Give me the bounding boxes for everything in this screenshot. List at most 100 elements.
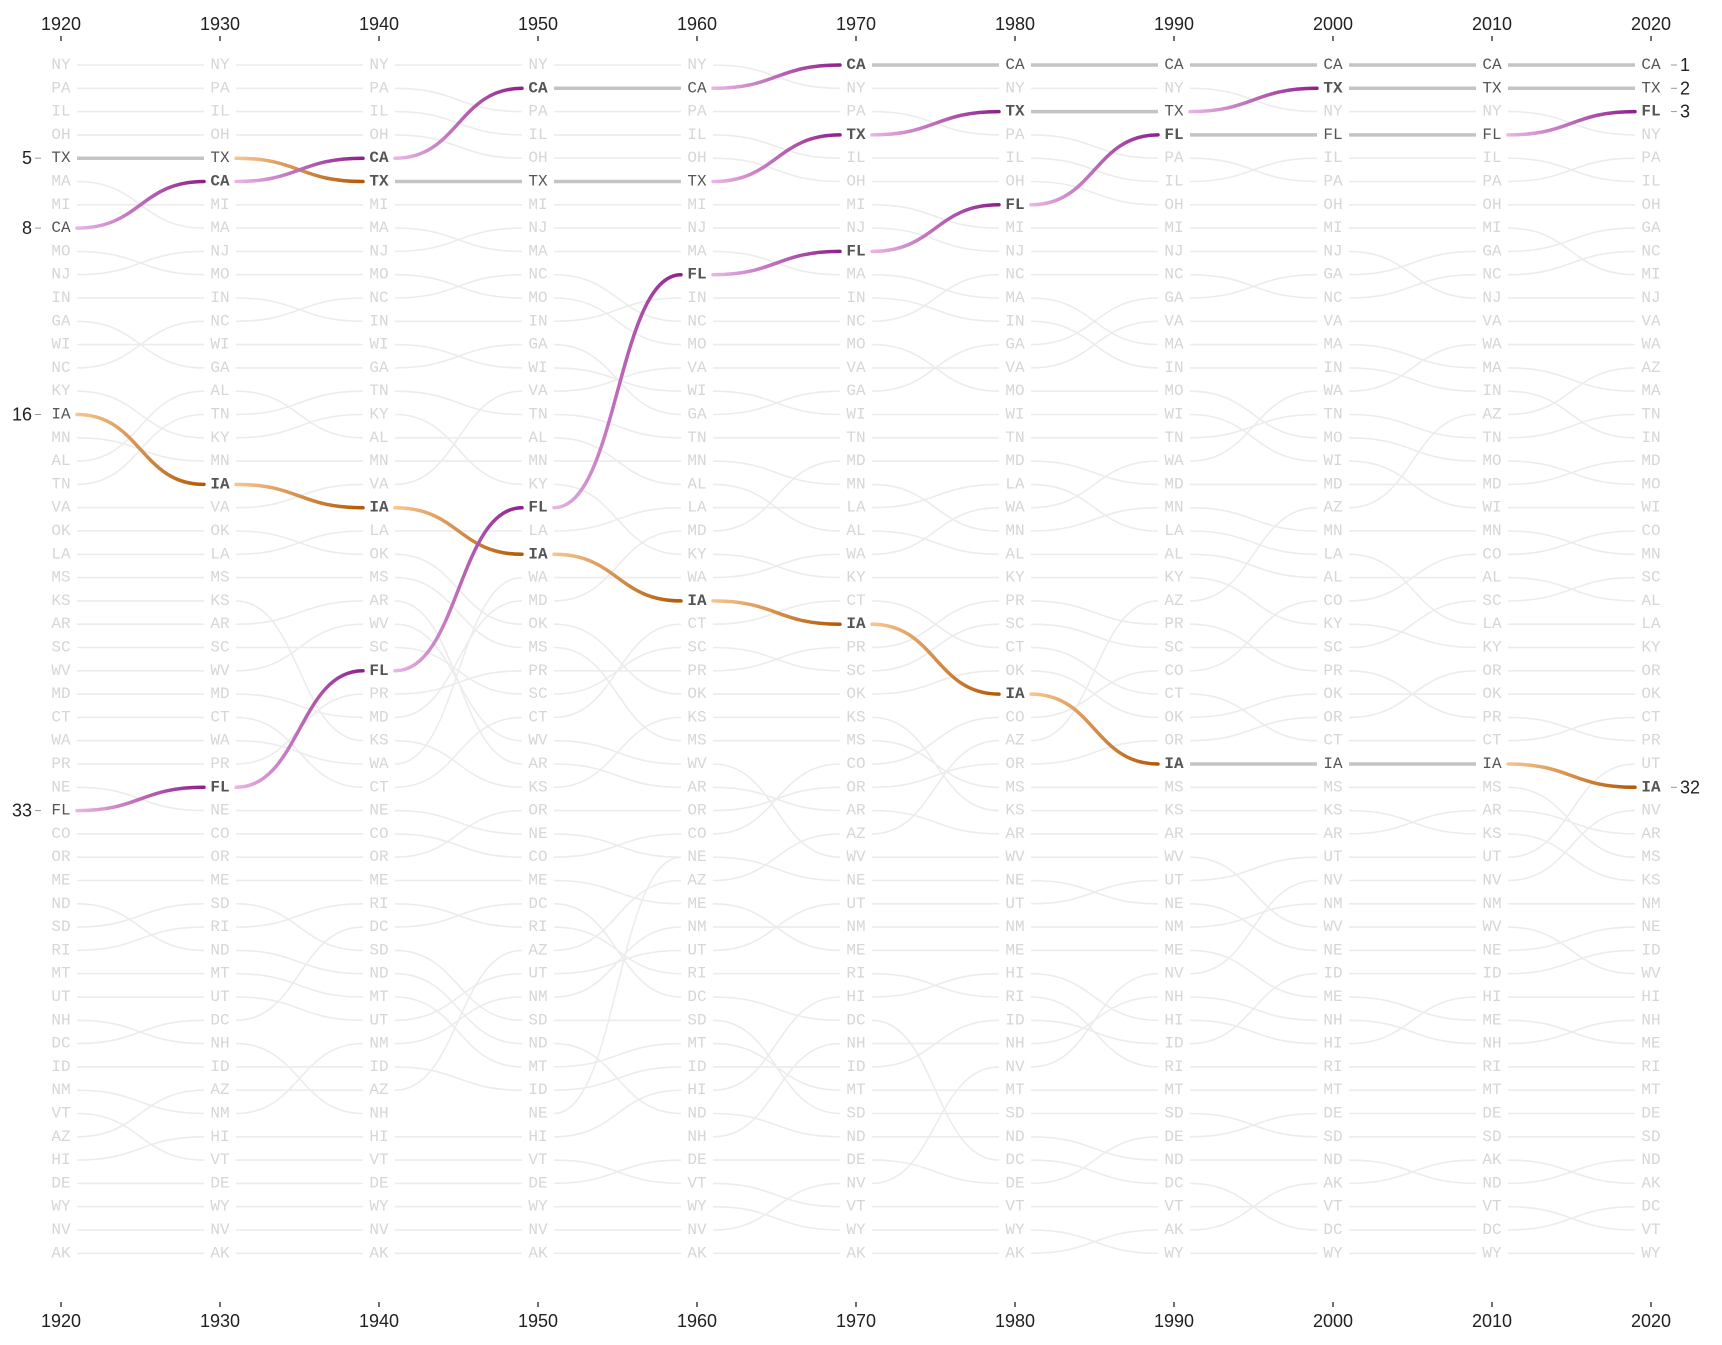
state-label-ny: NY xyxy=(846,79,866,97)
state-label-ga: GA xyxy=(1482,242,1502,260)
state-label-ne: NE xyxy=(51,778,70,796)
state-label-ms: MS xyxy=(1482,778,1501,796)
background-line xyxy=(1507,926,1636,952)
state-label-il: IL xyxy=(1164,173,1183,191)
background-line xyxy=(1189,1182,1318,1231)
state-label-ar: AR xyxy=(51,615,71,633)
background-line xyxy=(1348,250,1477,299)
background-line xyxy=(712,856,841,882)
state-label-ri: RI xyxy=(528,918,547,936)
state-label-co: CO xyxy=(1323,592,1342,610)
background-line xyxy=(1507,576,1636,602)
background-line xyxy=(871,506,1000,556)
background-line xyxy=(76,250,205,276)
state-label-id: ID xyxy=(51,1058,70,1076)
state-label-in: IN xyxy=(528,312,547,330)
state-label-ia: IA xyxy=(210,475,230,493)
state-label-id: ID xyxy=(1641,941,1660,959)
state-label-or: OR xyxy=(1323,708,1343,726)
state-label-nj: NJ xyxy=(1164,242,1183,260)
state-label-ak: AK xyxy=(210,1244,230,1262)
background-line xyxy=(235,996,364,1022)
state-label-or: OR xyxy=(1005,755,1025,773)
state-label-pr: PR xyxy=(1482,708,1502,726)
state-label-ut: UT xyxy=(369,1011,388,1029)
state-label-wi: WI xyxy=(369,336,388,354)
highlight-line-fl xyxy=(1506,109,1637,137)
state-label-ct: CT xyxy=(1482,732,1501,750)
state-label-ne: NE xyxy=(1323,941,1342,959)
state-label-oh: OH xyxy=(369,126,388,144)
state-label-wa: WA xyxy=(1323,382,1343,400)
state-label-nd: ND xyxy=(687,1105,706,1123)
background-line xyxy=(712,460,841,532)
state-label-ri: RI xyxy=(846,965,865,983)
year-label-top: 1980 xyxy=(995,14,1035,34)
state-label-nc: NC xyxy=(1323,289,1342,307)
state-label-or: OR xyxy=(687,802,707,820)
background-line xyxy=(871,1159,1000,1185)
state-label-az: AZ xyxy=(687,872,707,890)
state-label-mi: MI xyxy=(528,196,547,214)
state-label-nc: NC xyxy=(210,312,229,330)
state-label-fl: FL xyxy=(210,778,229,796)
background-line xyxy=(712,763,841,835)
background-line xyxy=(712,646,841,672)
background-line xyxy=(1030,1159,1159,1185)
state-label-nj: NJ xyxy=(1482,289,1501,307)
background-line xyxy=(712,763,841,858)
background-line xyxy=(553,297,682,323)
background-line xyxy=(1030,180,1159,206)
state-label-va: VA xyxy=(846,359,866,377)
state-label-wv: WV xyxy=(369,615,389,633)
state-label-dc: DC xyxy=(51,1035,70,1053)
state-label-mt: MT xyxy=(210,965,229,983)
background-line xyxy=(553,530,682,602)
state-label-al: AL xyxy=(1482,569,1501,587)
state-label-de: DE xyxy=(846,1151,865,1169)
state-label-ks: KS xyxy=(1323,802,1342,820)
state-label-ok: OK xyxy=(1323,685,1343,703)
state-label-nc: NC xyxy=(1482,266,1501,284)
state-label-vt: VT xyxy=(51,1105,70,1123)
state-label-co: CO xyxy=(1482,545,1501,563)
background-line xyxy=(1189,1019,1318,1045)
background-line xyxy=(1189,390,1318,439)
state-label-vt: VT xyxy=(687,1174,706,1192)
state-label-ky: KY xyxy=(528,475,548,493)
background-line xyxy=(235,600,364,742)
background-line xyxy=(235,949,364,975)
state-label-ny: NY xyxy=(528,56,548,74)
state-label-nm: NM xyxy=(1164,918,1183,936)
background-line xyxy=(712,996,841,1022)
background-line xyxy=(1189,716,1318,742)
highlight-line-ca xyxy=(711,63,842,91)
state-label-al: AL xyxy=(51,452,70,470)
background-line xyxy=(76,1019,205,1045)
state-label-me: ME xyxy=(528,872,547,890)
background-line xyxy=(1189,600,1318,672)
rank-number-right: 2 xyxy=(1680,78,1690,98)
state-label-ak: AK xyxy=(528,1244,548,1262)
state-label-al: AL xyxy=(1005,545,1024,563)
state-label-ky: KY xyxy=(687,545,707,563)
state-label-nc: NC xyxy=(528,266,547,284)
state-label-sd: SD xyxy=(210,895,229,913)
state-label-mt: MT xyxy=(369,988,388,1006)
background-line xyxy=(394,670,523,695)
state-label-sc: SC xyxy=(846,662,865,680)
state-label-mi: MI xyxy=(1164,219,1183,237)
year-label-top: 1940 xyxy=(359,14,399,34)
state-label-ok: OK xyxy=(210,522,230,540)
state-label-ct: CT xyxy=(1005,639,1024,657)
state-label-wv: WV xyxy=(846,848,866,866)
state-label-mt: MT xyxy=(51,965,70,983)
state-label-wy: WY xyxy=(528,1198,548,1216)
state-label-or: OR xyxy=(51,848,71,866)
state-label-id: ID xyxy=(210,1058,229,1076)
background-line xyxy=(1189,273,1318,299)
state-label-nv: NV xyxy=(369,1221,389,1239)
highlight-line-fl xyxy=(552,272,683,510)
state-label-mn: MN xyxy=(687,452,706,470)
state-label-pr: PR xyxy=(210,755,230,773)
